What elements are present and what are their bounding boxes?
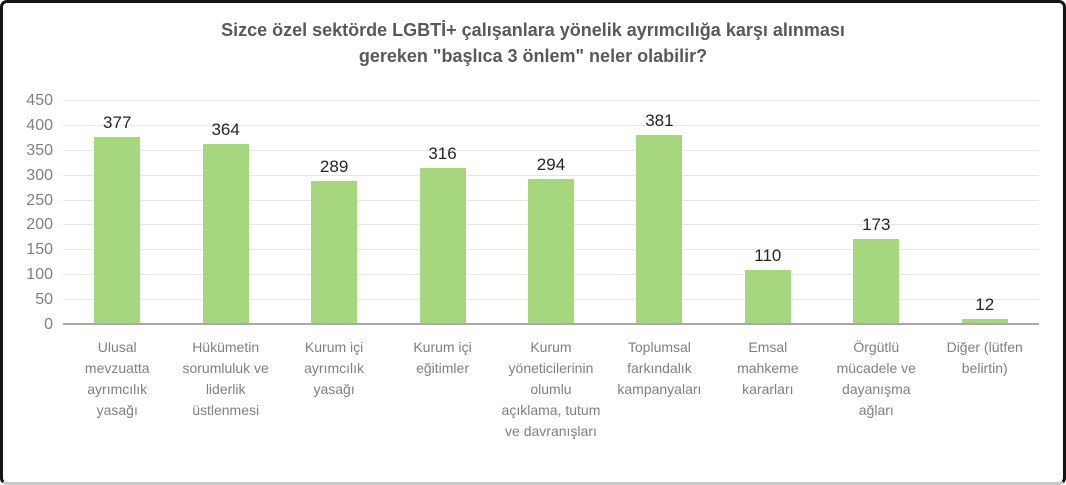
bar [527,178,574,325]
y-axis-tick-label: 50 [35,291,53,309]
x-axis-category-label: Örgütlü mücadele ve dayanışma ağları [836,339,916,418]
x-axis-category-label: Toplumsal farkındalık kampanyaları [617,339,702,397]
x-axis-category-label: Diğer (lütfen belirtin) [946,339,1023,376]
x-axis-category-label: Hükümetin sorumluluk ve liderlik üstlenm… [182,339,269,418]
bar-value-label: 377 [103,113,132,133]
bar-slot: 110 [714,101,822,325]
bar-slot: 377 [63,101,171,325]
chart-title-line-2: gereken "başlıca 3 önlem" neler olabilir… [358,46,708,66]
gridline [63,149,1039,151]
bar-value-label: 381 [645,111,674,131]
bar-value-label: 294 [536,154,566,174]
bar-slot: 289 [280,101,388,325]
bar [202,143,249,325]
bar [744,270,791,325]
bar [419,167,466,325]
bar-value-label: 12 [975,295,995,315]
bar-value-label: 110 [754,246,782,266]
gridline [63,124,1039,126]
bar [961,319,1008,325]
y-axis-tick-label: 150 [26,241,53,259]
bar-value-label: 364 [211,119,240,139]
bar-slot: 294 [497,101,605,325]
bar-slot: 364 [171,101,279,325]
bar-slot: 173 [822,101,930,325]
x-axis-category-label: Kurum içi eğitimler [413,339,472,376]
y-axis-tick-label: 0 [44,316,53,333]
bar-slot: 12 [931,101,1039,325]
bar-value-label: 173 [862,214,891,234]
y-axis-tick-label: 100 [26,266,53,284]
y-axis-tick-label: 200 [26,216,53,234]
y-axis-tick-label: 450 [26,92,53,109]
bar [94,137,141,325]
x-axis-line [63,323,1039,325]
bar-series: 377 364 289 316 294 381 110 173 12 [63,101,1039,325]
y-axis-tick-label: 350 [26,141,53,159]
plot-area: 377 364 289 316 294 381 110 173 12 0 50 100 150 200 2… [26,92,1039,333]
x-axis-category-label: Kurum yöneticilerinin olumlu açıklama, t… [501,339,601,439]
x-axis-category-label: Emsal mahkeme kararları [737,339,799,397]
bar-value-label: 316 [428,143,457,163]
chart-title-line-1: Sizce özel sektörde LGBTİ+ çalışanlara y… [221,20,845,40]
bar-slot: 381 [605,101,713,325]
y-axis-tick-label: 400 [26,116,53,134]
x-axis-category-label: Ulusal mevzuatta ayrımcılık yasağı [84,339,150,418]
bar-value-label: 289 [319,157,349,177]
bar [311,181,358,325]
gridline [63,174,1039,176]
gridline [63,100,1039,101]
chart-title: Sizce özel sektörde LGBTİ+ çalışanlara y… [3,17,1063,69]
x-axis-category-label: Kurum içi ayrımcılık yasağı [304,339,365,397]
bar [853,238,900,325]
y-axis-tick-label: 250 [26,191,53,209]
y-axis-tick-label: 300 [26,166,53,184]
x-axis-category-labels: Ulusal mevzuatta ayrımcılık yasağı Hüküme… [63,337,1039,442]
bar [636,135,683,325]
bar-slot: 316 [388,101,496,325]
